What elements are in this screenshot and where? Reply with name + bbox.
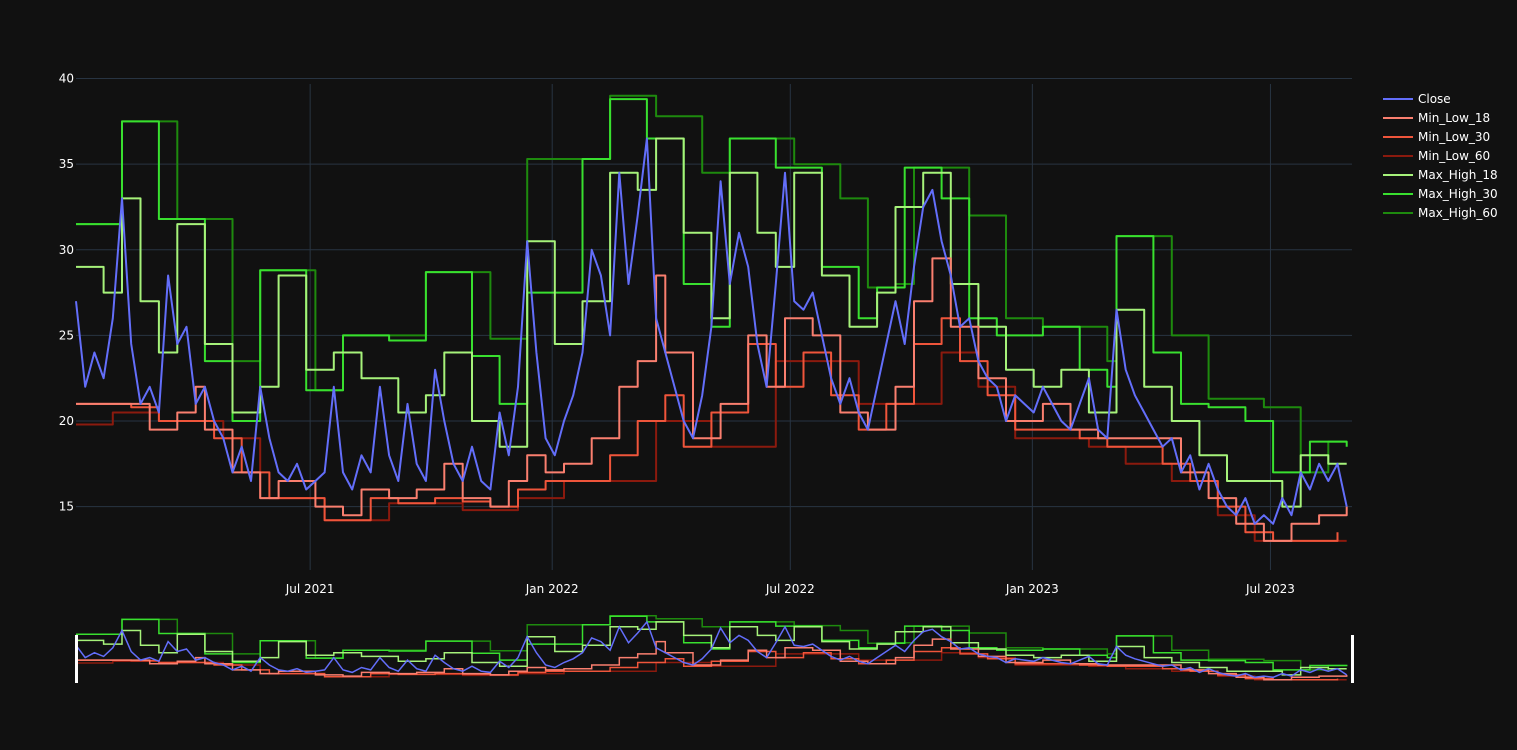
range-slider-right-handle[interactable]: [1351, 635, 1354, 683]
legend-label: Close: [1418, 92, 1451, 106]
slider-line-max-high-30: [76, 615, 1348, 671]
legend-label: Min_Low_18: [1418, 111, 1490, 125]
slider-line-close: [75, 620, 1348, 679]
x-tick-label: Jul 2023: [1245, 582, 1295, 596]
legend-label: Max_High_60: [1418, 206, 1498, 220]
y-tick-label: 40: [59, 72, 74, 86]
series-line-close[interactable]: [75, 137, 1348, 525]
legend-item-min-low-30[interactable]: Min_Low_30: [1383, 130, 1490, 144]
axes: 15 20 25 30 35 40 Jul 2021 Jan 2022 Jul 2022 Jan …: [59, 72, 1295, 596]
legend-item-max-high-18[interactable]: Max_High_18: [1383, 168, 1498, 182]
main-plot[interactable]: [75, 94, 1348, 542]
legend-label: Min_Low_30: [1418, 130, 1490, 144]
slider-line-max-high-18: [76, 621, 1347, 676]
legend-item-close[interactable]: Close: [1383, 92, 1451, 106]
series-line-min-low-30[interactable]: [76, 317, 1339, 542]
legend-label: Max_High_30: [1418, 187, 1498, 201]
range-slider[interactable]: [75, 612, 1354, 684]
legend-label: Min_Low_60: [1418, 149, 1490, 163]
x-tick-label: Jan 2022: [525, 582, 579, 596]
legend-label: Max_High_18: [1418, 168, 1498, 182]
series-line-max-high-30[interactable]: [76, 98, 1348, 474]
legend-item-max-high-60[interactable]: Max_High_60: [1383, 206, 1498, 220]
x-tick-label: Jul 2021: [285, 582, 335, 596]
x-tick-label: Jul 2022: [765, 582, 815, 596]
legend-item-min-low-60[interactable]: Min_Low_60: [1383, 149, 1490, 163]
legend-item-min-low-18[interactable]: Min_Low_18: [1383, 111, 1490, 125]
legend[interactable]: Close Min_Low_18 Min_Low_30 Min_Low_60 Max_H…: [1383, 92, 1498, 220]
y-tick-label: 35: [59, 157, 74, 171]
y-tick-label: 15: [59, 500, 74, 514]
y-tick-label: 20: [59, 414, 74, 428]
x-tick-label: Jan 2023: [1005, 582, 1059, 596]
legend-item-max-high-30[interactable]: Max_High_30: [1383, 187, 1498, 201]
grid: [76, 78, 1352, 570]
y-tick-label: 25: [59, 328, 74, 342]
y-tick-label: 30: [59, 243, 74, 257]
series-line-max-high-18[interactable]: [76, 137, 1347, 508]
series-line-max-high-60[interactable]: [76, 94, 1347, 474]
